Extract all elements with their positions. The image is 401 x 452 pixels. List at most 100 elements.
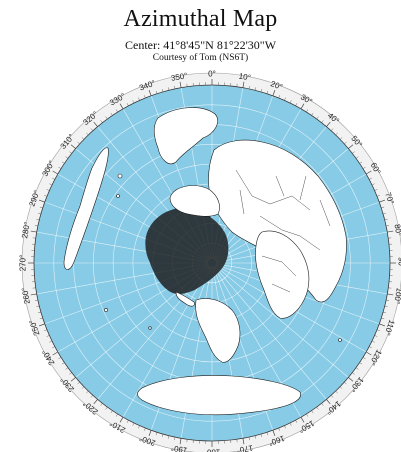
ring-tick	[300, 416, 305, 423]
ring-tick	[321, 120, 324, 123]
ring-tick	[260, 434, 263, 438]
country-border-line	[239, 189, 245, 215]
ring-tick	[339, 386, 343, 389]
ring-tick	[34, 299, 38, 301]
ring-tick	[321, 403, 324, 406]
landmass-central-america	[175, 291, 195, 307]
ring-tick	[386, 299, 390, 301]
ring-tick	[248, 85, 250, 89]
ring-tick	[374, 335, 378, 337]
ring-tick	[105, 406, 108, 410]
ring-tick	[295, 420, 298, 423]
ring-tick	[348, 144, 354, 149]
ring-tick	[34, 225, 38, 227]
ring-tick	[37, 212, 41, 215]
ring-tick	[306, 109, 309, 113]
ring-tick	[306, 413, 309, 417]
ring-tick	[376, 195, 380, 197]
ring-tick	[168, 87, 170, 91]
landmass-australia-sliver	[63, 147, 109, 270]
ring-tick	[86, 132, 89, 136]
ring-tick	[132, 100, 135, 104]
ring-tick	[148, 89, 152, 96]
ring-tick	[383, 311, 387, 314]
ring-tick	[339, 137, 343, 140]
island	[117, 173, 123, 179]
ring-tick	[126, 420, 129, 423]
ring-tick	[242, 438, 245, 445]
ring-tick	[38, 199, 45, 203]
ring-tick	[300, 103, 305, 110]
graticule-radial-line	[214, 265, 327, 400]
ring-tick	[352, 372, 355, 375]
ring-tick	[44, 195, 48, 197]
ring-tick	[179, 438, 182, 445]
ring-tick	[110, 112, 113, 116]
country-border-line	[275, 175, 285, 197]
ring-tick	[90, 128, 94, 131]
ring-tick	[93, 121, 98, 127]
ring-tick	[278, 427, 280, 431]
ring-tick	[138, 97, 140, 101]
country-border-line	[251, 195, 271, 205]
ring-tick	[155, 432, 158, 436]
ring-tick	[355, 156, 359, 159]
azimuth-label: 100°	[392, 287, 401, 305]
ring-tick	[355, 367, 359, 370]
ring-tick	[44, 329, 48, 331]
ring-tick	[93, 399, 98, 405]
ring-tick	[272, 89, 276, 96]
ring-tick	[37, 311, 41, 314]
ring-tick	[330, 395, 334, 398]
country-border-line	[281, 229, 301, 237]
ring-tick	[105, 116, 108, 120]
ring-tick	[284, 425, 286, 429]
ring-tick	[344, 381, 347, 385]
ring-tick	[161, 434, 164, 438]
ring-tick	[70, 144, 76, 149]
country-border-line	[319, 199, 331, 227]
ring-tick	[52, 346, 55, 349]
ring-tick	[126, 103, 129, 106]
ring-tick	[115, 413, 118, 417]
country-borders	[235, 169, 331, 293]
ring-tick	[148, 430, 152, 437]
ring-tick	[144, 95, 146, 99]
ring-tick	[335, 390, 338, 394]
ring-tick	[138, 425, 140, 429]
ring-tick	[65, 156, 69, 159]
ring-tick	[348, 377, 354, 382]
ring-tick	[132, 422, 135, 426]
ring-tick	[266, 90, 269, 94]
azimuth-label: 260°	[20, 287, 32, 305]
ring-tick	[77, 141, 80, 145]
ring-tick	[365, 351, 372, 356]
graticule-radial-line	[214, 265, 349, 378]
ring-tick	[52, 177, 55, 180]
ring-tick	[174, 437, 176, 441]
ring-tick	[384, 219, 388, 221]
ring-tick	[69, 372, 72, 375]
ring-tick	[359, 362, 363, 365]
ring-tick	[69, 151, 72, 154]
ring-tick	[335, 132, 338, 136]
ring-tick	[36, 305, 40, 307]
ring-tick	[39, 206, 43, 209]
map-edge	[33, 84, 391, 442]
ring-tick	[369, 346, 372, 349]
azimuth-label: 0°	[208, 70, 216, 79]
ring-tick	[110, 410, 113, 414]
azimuth-label: 80°	[393, 223, 401, 236]
ring-tick	[311, 410, 314, 414]
ring-tick	[58, 357, 62, 360]
ring-tick	[61, 362, 65, 365]
azimuth-label: 10°	[238, 71, 251, 82]
ring-tick	[254, 435, 256, 439]
map-credit: Courtesy of Tom (NS6T)	[152, 53, 249, 63]
island	[104, 308, 108, 312]
azimuth-label: 20°	[269, 79, 283, 92]
country-border-line	[235, 169, 253, 197]
ring-tick	[362, 357, 366, 360]
ring-tick	[119, 103, 124, 110]
